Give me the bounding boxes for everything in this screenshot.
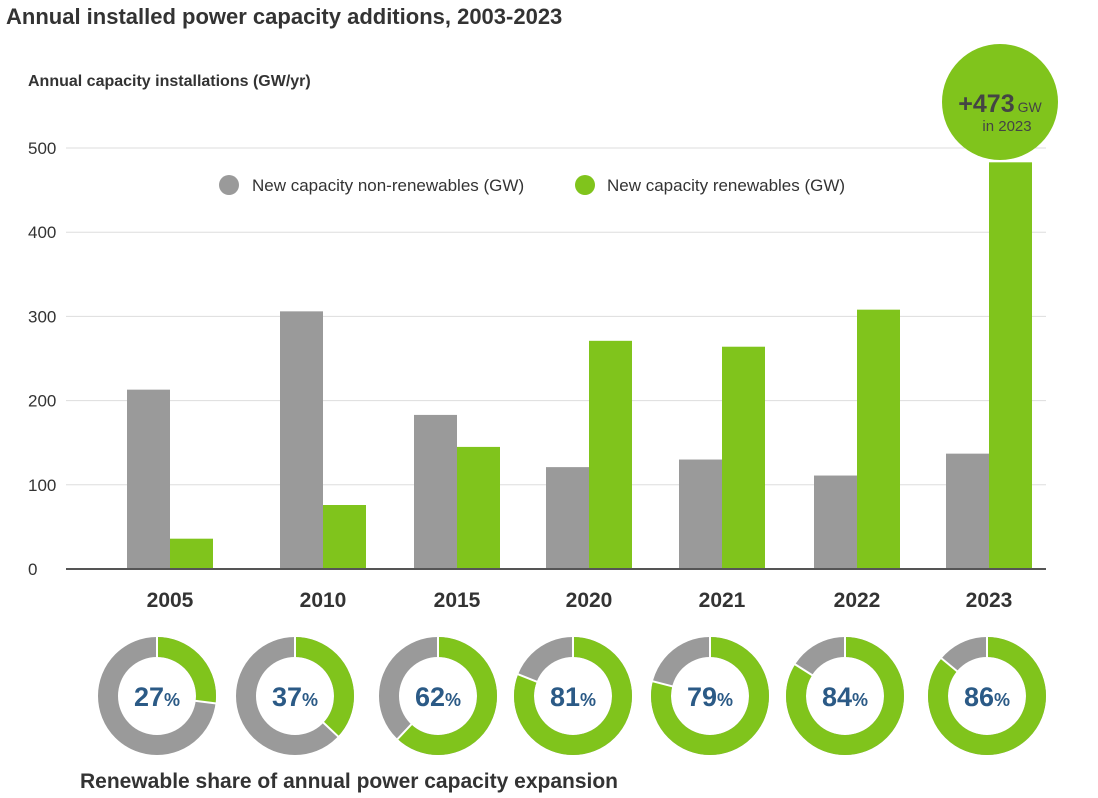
share-percent-sign: % <box>580 690 596 710</box>
bar-nonrenewable-2021 <box>679 459 722 569</box>
share-percent-sign: % <box>302 690 318 710</box>
x-tick-label: 2020 <box>566 589 613 612</box>
bar-renewable-2010 <box>323 505 366 569</box>
bar-nonrenewable-2005 <box>127 389 170 569</box>
callout-value: +473 GW <box>958 90 1042 118</box>
legend-swatch-0 <box>219 175 239 195</box>
x-tick-labels: 2005 2010 2015 2020 2021 2022 2023 <box>147 589 1013 612</box>
donut-subtitle: Renewable share of annual power capacity… <box>80 770 619 793</box>
donut-separator <box>194 699 217 705</box>
share-percent-sign: % <box>852 690 868 710</box>
renewable-share-donuts: 27% 37% 62% 81% 79% 84% 86% <box>98 636 1046 755</box>
share-number: 84 <box>822 682 852 712</box>
y-tick-label: 100 <box>28 476 56 495</box>
donut-share-label: 86% <box>964 682 1010 712</box>
legend: New capacity non-renewables (GW) New capa… <box>219 175 845 195</box>
legend-label-1: New capacity renewables (GW) <box>607 176 845 195</box>
share-percent-sign: % <box>717 690 733 710</box>
bars <box>127 162 1032 569</box>
callout-circle <box>942 44 1058 160</box>
y-tick-label: 200 <box>28 392 56 411</box>
x-tick-label: 2021 <box>699 589 746 612</box>
share-number: 86 <box>964 682 994 712</box>
bar-renewable-2022 <box>857 309 900 569</box>
donut-share-label: 79% <box>687 682 733 712</box>
legend-swatch-1 <box>575 175 595 195</box>
bar-nonrenewable-2010 <box>280 311 323 569</box>
share-number: 81 <box>550 682 580 712</box>
donut-separator <box>396 723 413 741</box>
y-tick-label: 0 <box>28 560 37 579</box>
bar-nonrenewable-2020 <box>546 467 589 569</box>
donut-2022: 84% <box>786 636 904 755</box>
donut-share-label: 27% <box>134 682 180 712</box>
bar-renewable-2023 <box>989 162 1032 569</box>
x-tick-label: 2010 <box>300 589 347 612</box>
bar-nonrenewable-2023 <box>946 453 989 569</box>
share-number: 37 <box>272 682 302 712</box>
chart-title: Annual installed power capacity addition… <box>6 4 563 29</box>
donut-2023: 86% <box>928 636 1046 755</box>
bar-nonrenewable-2022 <box>814 475 857 569</box>
share-percent-sign: % <box>164 690 180 710</box>
share-percent-sign: % <box>445 690 461 710</box>
x-tick-label: 2005 <box>147 589 194 612</box>
legend-label-0: New capacity non-renewables (GW) <box>252 176 524 195</box>
callout-unit: GW <box>1018 99 1043 115</box>
donut-share-label: 81% <box>550 682 596 712</box>
bar-renewable-2021 <box>722 346 765 569</box>
donut-share-label: 62% <box>415 682 461 712</box>
donut-share-label: 37% <box>272 682 318 712</box>
donut-2010: 37% <box>236 636 354 755</box>
x-tick-label: 2015 <box>434 589 481 612</box>
callout-year: in 2023 <box>982 118 1031 135</box>
callout-number: +473 <box>958 90 1014 118</box>
bar-nonrenewable-2015 <box>414 414 457 569</box>
bar-renewable-2015 <box>457 446 500 569</box>
donut-share-label: 84% <box>822 682 868 712</box>
y-axis-label: Annual capacity installations (GW/yr) <box>28 73 311 90</box>
y-tick-labels: 0 100 200 300 400 500 <box>28 139 56 579</box>
y-tick-label: 400 <box>28 223 56 242</box>
y-tick-label: 500 <box>28 139 56 158</box>
bar-renewable-2005 <box>170 538 213 569</box>
share-percent-sign: % <box>994 690 1010 710</box>
share-number: 62 <box>415 682 445 712</box>
donut-2021: 79% <box>651 636 769 755</box>
bar-renewable-2020 <box>589 340 632 569</box>
y-tick-label: 300 <box>28 307 56 326</box>
x-tick-label: 2023 <box>966 589 1013 612</box>
donut-2020: 81% <box>514 636 632 755</box>
share-number: 79 <box>687 682 717 712</box>
donut-separator <box>322 721 340 738</box>
share-number: 27 <box>134 682 164 712</box>
donut-separator <box>516 672 539 683</box>
donut-separator <box>940 656 959 673</box>
x-tick-label: 2022 <box>834 589 881 612</box>
donut-separator <box>651 680 674 688</box>
donut-2015: 62% <box>379 636 497 755</box>
donut-separator <box>793 663 814 677</box>
donut-2005: 27% <box>98 636 217 755</box>
